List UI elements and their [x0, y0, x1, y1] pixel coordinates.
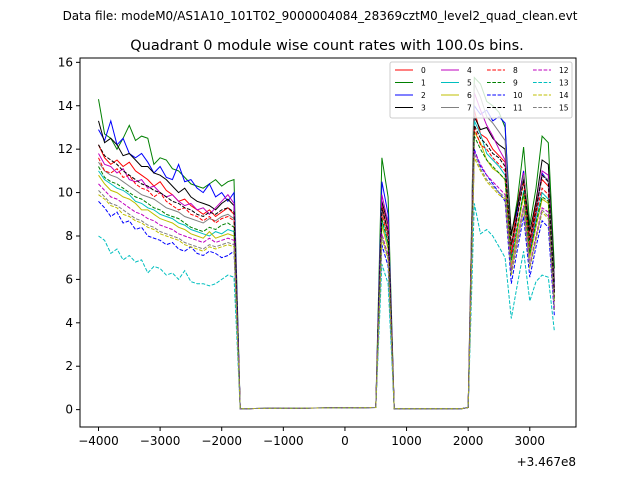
x-axis: −4000 −3000 −2000 −1000 0 1000 2000 3000: [78, 427, 545, 448]
x-tick-label: 3000: [515, 434, 546, 448]
legend-label-4: 4: [467, 66, 472, 75]
plot-frame: [79, 57, 577, 428]
legend-label-3: 3: [421, 104, 426, 113]
legend-label-14: 14: [559, 91, 569, 100]
x-tick-label: 1000: [391, 434, 422, 448]
x-tick-label: −1000: [263, 434, 304, 448]
figure-suptitle: Data file: modeM0/AS1A10_101T02_90000040…: [63, 9, 578, 23]
y-tick-label: 2: [65, 359, 73, 373]
y-tick-label: 10: [58, 186, 73, 200]
legend-label-15: 15: [559, 104, 569, 113]
y-tick-label: 14: [58, 99, 73, 113]
legend-label-10: 10: [513, 91, 523, 100]
series-line-4: [98, 92, 555, 410]
y-tick-label: 6: [65, 272, 73, 286]
legend-box: [389, 61, 573, 119]
series-line-11: [98, 125, 555, 410]
legend-label-12: 12: [559, 66, 569, 75]
x-tick-label: 2000: [453, 434, 484, 448]
series-line-15: [98, 153, 555, 410]
x-tick-label: −2000: [201, 434, 242, 448]
x-tick-label: 0: [341, 434, 349, 448]
legend-label-0: 0: [421, 66, 426, 75]
y-axis: 0 2 4 6 8 10 12 14 16: [58, 55, 80, 417]
x-tick-label: −3000: [140, 434, 181, 448]
series-layer: [98, 76, 555, 410]
y-tick-label: 16: [58, 55, 73, 69]
y-tick-label: 12: [58, 142, 73, 156]
series-line-12: [98, 151, 555, 410]
legend-label-7: 7: [467, 104, 472, 113]
legend-label-2: 2: [421, 91, 426, 100]
legend-label-6: 6: [467, 91, 472, 100]
x-axis-offset-label: +3.467e8: [517, 455, 576, 469]
chart-title: Quadrant 0 module wise count rates with …: [130, 38, 524, 54]
series-line-13: [98, 203, 555, 410]
legend-label-5: 5: [467, 79, 472, 88]
x-tick-label: −4000: [78, 434, 119, 448]
y-tick-label: 4: [65, 316, 73, 330]
y-tick-label: 0: [65, 403, 73, 417]
y-tick-label: 8: [65, 229, 73, 243]
legend-label-9: 9: [513, 79, 518, 88]
series-line-8: [98, 127, 555, 410]
legend-label-13: 13: [559, 79, 569, 88]
legend-label-1: 1: [421, 79, 426, 88]
legend-label-11: 11: [513, 104, 523, 113]
legend-label-8: 8: [513, 66, 518, 75]
